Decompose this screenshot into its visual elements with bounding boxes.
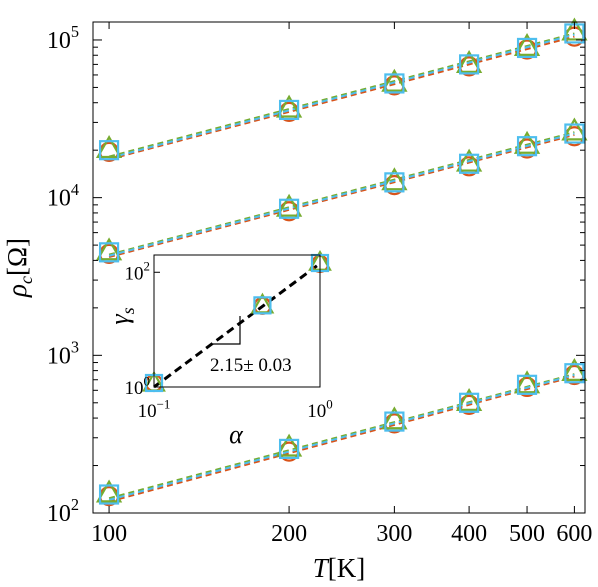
- fit-line: [108, 374, 575, 501]
- x-tick-label: 600: [556, 521, 592, 547]
- inset-fit-line-path: [153, 262, 321, 389]
- y-tick-label: 103: [47, 338, 79, 370]
- data-point: [98, 140, 120, 161]
- y-axis-label-symbol: ρ: [2, 284, 32, 298]
- data-point: [381, 68, 408, 92]
- data-point: [278, 99, 300, 121]
- data-point: [278, 198, 300, 219]
- data-point: [275, 94, 303, 118]
- data-point: [278, 438, 300, 459]
- y-axis-label-subscript: c: [16, 276, 36, 284]
- inset-y-axis-label-subscript: s: [118, 307, 138, 314]
- inset-y-tick-label: 100: [125, 373, 150, 399]
- x-tick-label: 200: [271, 521, 307, 547]
- data-point: [516, 136, 538, 157]
- fit-line: [108, 132, 575, 257]
- inset-fit-line: [153, 262, 321, 389]
- data-point: [455, 387, 483, 411]
- inset-x-tick-label: 100: [307, 396, 332, 422]
- x-tick-label: 400: [451, 521, 487, 547]
- x-axis-label-symbol: T: [313, 553, 330, 583]
- inset-x-tick-label: 10−1: [138, 396, 171, 422]
- data-point: [458, 54, 480, 75]
- y-tick-label: 105: [47, 22, 79, 54]
- inset-axes-frame: [153, 254, 321, 388]
- fit-line: [108, 133, 575, 259]
- fit-line: [108, 35, 575, 161]
- fit-line: [108, 375, 575, 503]
- y-tick-label: 104: [47, 180, 79, 212]
- inset-x-axis-label-symbol: α: [229, 420, 244, 449]
- inset-y-tick-label: 102: [125, 259, 150, 285]
- x-axis-label: T[K]: [313, 553, 366, 583]
- y-tick-label: 102: [47, 495, 79, 527]
- x-tick-label: 500: [509, 521, 545, 547]
- data-point: [513, 32, 541, 56]
- data-point: [516, 374, 538, 395]
- data-point: [458, 392, 480, 413]
- inset-y-axis-label-symbol: γ: [105, 314, 134, 325]
- fit-line: [108, 373, 575, 500]
- fit-line: [108, 131, 575, 256]
- inset-y-ticks: 100 102: [125, 259, 160, 399]
- data-point: [384, 73, 405, 94]
- data-point: [564, 123, 585, 144]
- data-point: [381, 406, 408, 430]
- y-axis-label-unit: [Ω]: [2, 238, 32, 276]
- data-point: [95, 479, 123, 503]
- data-point: [561, 17, 588, 41]
- main-markers: [95, 17, 588, 507]
- data-point: [381, 167, 408, 191]
- data-point: [275, 193, 303, 217]
- main-fit-lines: [108, 32, 575, 503]
- x-axis-label-unit: [K]: [328, 553, 365, 583]
- data-point: [516, 37, 538, 59]
- data-point: [384, 172, 405, 193]
- data-point: [455, 49, 483, 73]
- fit-line: [108, 33, 575, 160]
- data-point: [455, 148, 483, 172]
- data-point: [513, 130, 541, 154]
- data-point: [275, 433, 303, 457]
- data-point: [95, 135, 123, 159]
- data-point: [513, 370, 541, 394]
- inset-y-axis-label: γs: [105, 307, 138, 324]
- inset-background: [154, 255, 320, 387]
- data-point: [458, 153, 480, 174]
- inset-data-point: [253, 296, 272, 315]
- data-point: [95, 237, 123, 261]
- data-point: [561, 357, 588, 382]
- x-tick-label: 100: [91, 521, 127, 547]
- inset-slope-annotation: 2.15± 0.03: [210, 355, 292, 376]
- y-axis-label: ρc[Ω]: [2, 238, 36, 298]
- fit-line: [108, 32, 575, 158]
- inset-x-ticks: 10−1 100: [138, 382, 333, 422]
- data-point: [384, 411, 405, 432]
- data-point: [98, 242, 120, 263]
- main-y-ticks: 102 103 104 105: [47, 22, 585, 527]
- x-tick-label: 300: [376, 521, 412, 547]
- main-x-ticks: 100 200 300 400 500 600: [91, 22, 592, 547]
- data-point: [561, 117, 588, 141]
- main-axes-frame: [92, 21, 586, 514]
- data-point: [564, 363, 585, 384]
- inset-slope-triangle: [212, 316, 241, 345]
- slope-triangle-path: [212, 316, 241, 345]
- inset-x-axis-label: α: [229, 420, 244, 449]
- data-point: [98, 484, 120, 505]
